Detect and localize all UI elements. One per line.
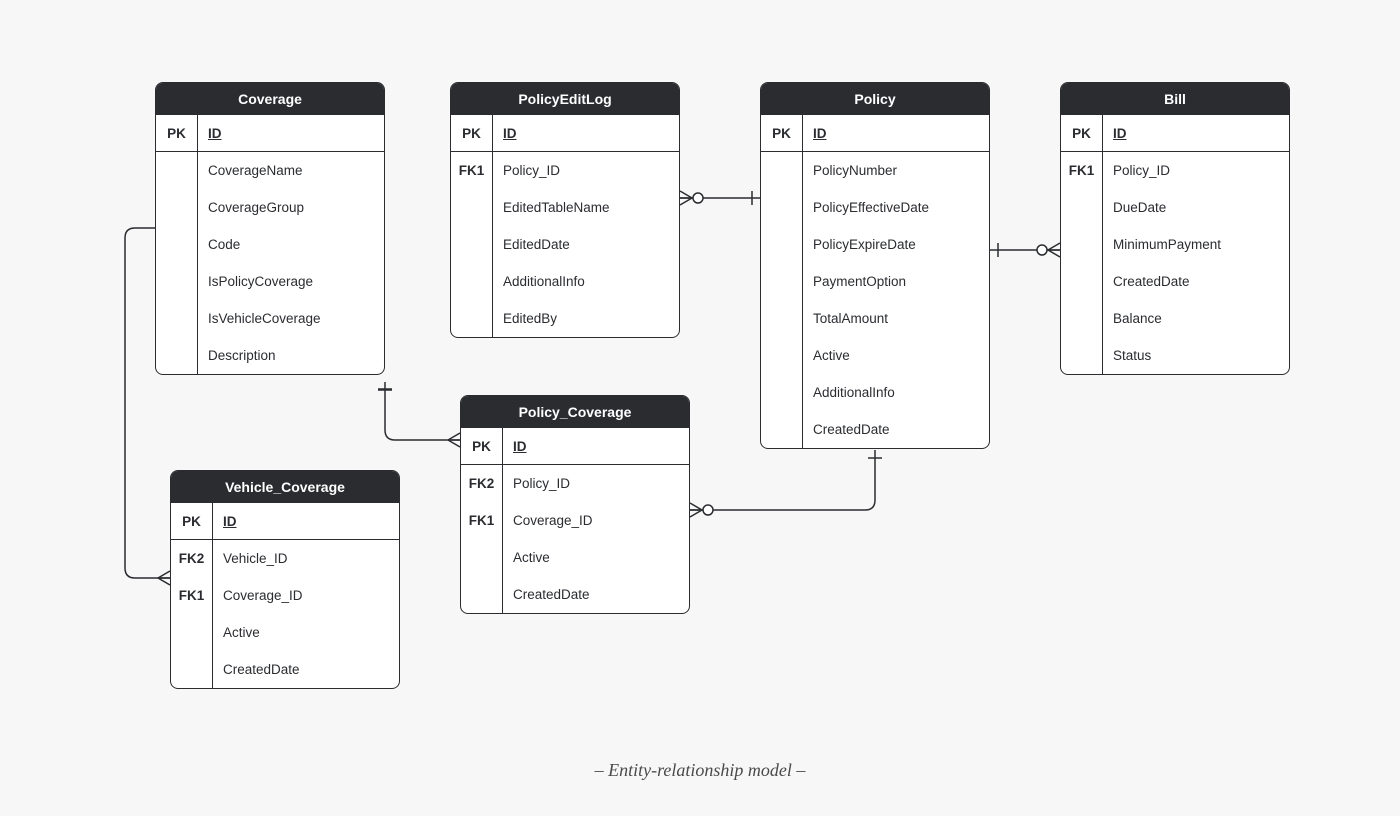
key-cell: FK1 (171, 577, 212, 614)
field-cell: CoverageGroup (198, 189, 384, 226)
er-diagram-canvas: – Entity-relationship model – CoveragePK… (0, 0, 1400, 816)
entity-header: Bill (1061, 83, 1289, 115)
key-cell (761, 189, 802, 226)
field-cell: Code (198, 226, 384, 263)
key-cell: FK1 (461, 502, 502, 539)
field-cell: AdditionalInfo (493, 263, 679, 300)
key-cell: FK1 (1061, 152, 1102, 189)
field-cell: ID (213, 503, 399, 540)
field-cell: ID (198, 115, 384, 152)
entity-header: Vehicle_Coverage (171, 471, 399, 503)
diagram-caption: – Entity-relationship model – (0, 760, 1400, 781)
key-cell (761, 300, 802, 337)
field-cell: Description (198, 337, 384, 374)
key-cell (156, 300, 197, 337)
field-cell: CreatedDate (803, 411, 989, 448)
key-cell (461, 576, 502, 613)
key-cell (451, 189, 492, 226)
key-cell (761, 337, 802, 374)
field-cell: IsVehicleCoverage (198, 300, 384, 337)
field-cell: IsPolicyCoverage (198, 263, 384, 300)
field-cell: CreatedDate (213, 651, 399, 688)
field-cell: MinimumPayment (1103, 226, 1289, 263)
key-cell (451, 263, 492, 300)
entity-header: Policy_Coverage (461, 396, 689, 428)
entity-vehicle_coverage: Vehicle_CoveragePKFK2FK1IDVehicle_IDCove… (170, 470, 400, 689)
key-cell (451, 300, 492, 337)
entity-policy_coverage: Policy_CoveragePKFK2FK1IDPolicy_IDCovera… (460, 395, 690, 614)
entity-policy: PolicyPKIDPolicyNumberPolicyEffectiveDat… (760, 82, 990, 449)
entity-coverage: CoveragePKIDCoverageNameCoverageGroupCod… (155, 82, 385, 375)
key-cell (1061, 263, 1102, 300)
entity-header: Coverage (156, 83, 384, 115)
field-cell: Policy_ID (1103, 152, 1289, 189)
field-cell: EditedTableName (493, 189, 679, 226)
key-cell: FK1 (451, 152, 492, 189)
field-cell: Balance (1103, 300, 1289, 337)
key-cell: PK (451, 115, 492, 152)
key-cell (1061, 226, 1102, 263)
field-cell: CreatedDate (1103, 263, 1289, 300)
key-cell (761, 374, 802, 411)
entity-policyeditlog: PolicyEditLogPKFK1IDPolicy_IDEditedTable… (450, 82, 680, 338)
field-cell: TotalAmount (803, 300, 989, 337)
entity-header: PolicyEditLog (451, 83, 679, 115)
key-cell (761, 263, 802, 300)
key-cell (461, 539, 502, 576)
field-cell: AdditionalInfo (803, 374, 989, 411)
field-cell: Coverage_ID (503, 502, 689, 539)
key-cell: PK (171, 503, 212, 540)
field-cell: PaymentOption (803, 263, 989, 300)
key-cell (156, 189, 197, 226)
field-cell: PolicyExpireDate (803, 226, 989, 263)
key-cell (171, 651, 212, 688)
key-cell (171, 614, 212, 651)
key-cell: PK (156, 115, 197, 152)
field-cell: PolicyNumber (803, 152, 989, 189)
field-cell: Policy_ID (493, 152, 679, 189)
key-cell: FK2 (171, 540, 212, 577)
key-cell (761, 226, 802, 263)
key-cell (156, 226, 197, 263)
field-cell: ID (503, 428, 689, 465)
field-cell: Active (213, 614, 399, 651)
field-cell: EditedDate (493, 226, 679, 263)
field-cell: CoverageName (198, 152, 384, 189)
field-cell: Policy_ID (503, 465, 689, 502)
key-cell (156, 337, 197, 374)
key-cell (1061, 300, 1102, 337)
field-cell: CreatedDate (503, 576, 689, 613)
field-cell: Status (1103, 337, 1289, 374)
field-cell: Active (503, 539, 689, 576)
field-cell: ID (1103, 115, 1289, 152)
entity-bill: BillPKFK1IDPolicy_IDDueDateMinimumPaymen… (1060, 82, 1290, 375)
key-cell: PK (761, 115, 802, 152)
key-cell: PK (1061, 115, 1102, 152)
key-cell (761, 411, 802, 448)
key-cell (451, 226, 492, 263)
key-cell (761, 152, 802, 189)
field-cell: Vehicle_ID (213, 540, 399, 577)
field-cell: ID (493, 115, 679, 152)
key-cell (156, 152, 197, 189)
field-cell: PolicyEffectiveDate (803, 189, 989, 226)
key-cell (1061, 337, 1102, 374)
key-cell: PK (461, 428, 502, 465)
field-cell: Active (803, 337, 989, 374)
key-cell: FK2 (461, 465, 502, 502)
field-cell: Coverage_ID (213, 577, 399, 614)
field-cell: EditedBy (493, 300, 679, 337)
field-cell: DueDate (1103, 189, 1289, 226)
key-cell (156, 263, 197, 300)
entity-header: Policy (761, 83, 989, 115)
key-cell (1061, 189, 1102, 226)
field-cell: ID (803, 115, 989, 152)
